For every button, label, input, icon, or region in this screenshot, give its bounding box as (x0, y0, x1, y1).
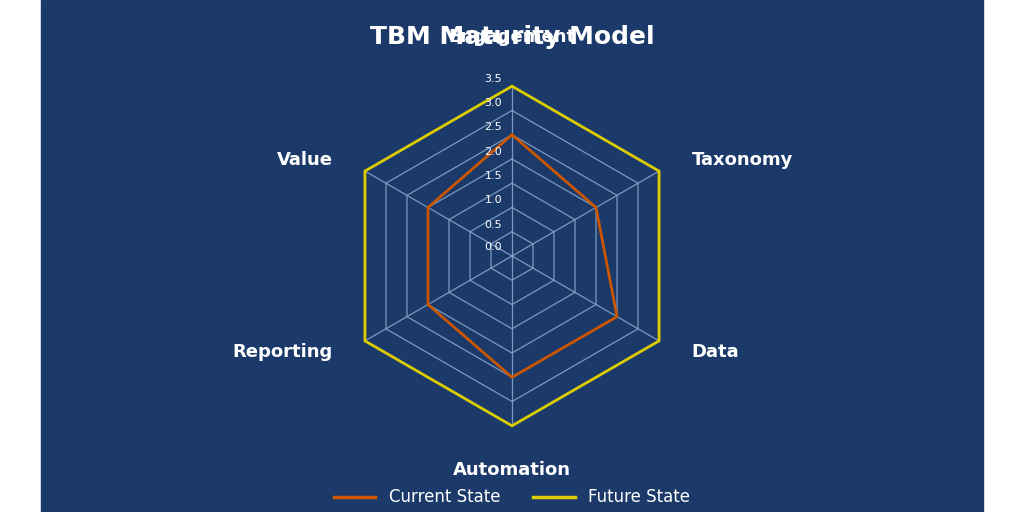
Text: TBM Maturity Model: TBM Maturity Model (370, 25, 654, 49)
Legend: Current State, Future State: Current State, Future State (327, 482, 697, 512)
Text: 3.0: 3.0 (484, 98, 502, 108)
Text: 1.5: 1.5 (484, 171, 502, 181)
Text: 2.0: 2.0 (484, 147, 502, 157)
Text: Data: Data (691, 343, 739, 361)
Text: Engagement: Engagement (449, 28, 575, 46)
Text: 2.5: 2.5 (484, 122, 502, 133)
Text: Automation: Automation (453, 461, 571, 479)
Text: 0.0: 0.0 (484, 242, 502, 252)
Text: 0.5: 0.5 (484, 220, 502, 229)
Text: 1.0: 1.0 (484, 195, 502, 205)
Text: 3.5: 3.5 (484, 74, 502, 84)
Text: Reporting: Reporting (232, 343, 333, 361)
Text: Value: Value (276, 151, 333, 169)
Text: Taxonomy: Taxonomy (691, 151, 793, 169)
